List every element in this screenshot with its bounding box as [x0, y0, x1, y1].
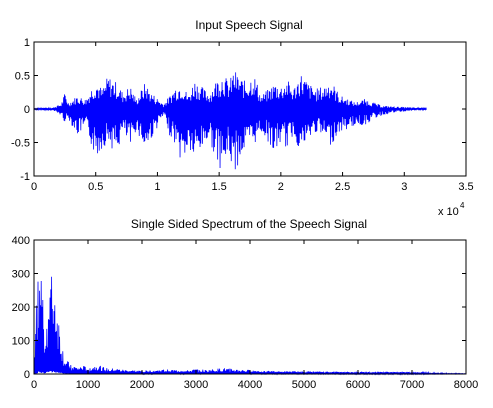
chart-title: Single Sided Spectrum of the Speech Sign…	[131, 217, 367, 231]
y-tick-label: 0	[24, 104, 30, 116]
x-tick-label: 3.5	[458, 181, 473, 193]
x-tick-label: 1.5	[211, 181, 226, 193]
x-tick-label: 3	[401, 181, 407, 193]
x-tick-label: 4000	[238, 379, 262, 391]
x-tick-label: 8000	[454, 379, 478, 391]
x-tick-label: 2	[278, 181, 284, 193]
x-tick-label: 1000	[76, 379, 100, 391]
single-sided-spectrum-plot: Single Sided Spectrum of the Speech Sign…	[12, 217, 479, 391]
series-line	[33, 72, 427, 170]
x-axis-multiplier: x 10 4	[438, 201, 465, 218]
x-tick-label: 7000	[400, 379, 424, 391]
axis-ticks: 0 0.5 1 1.5 2 2.5 3 3.5 -1 -0.5 0 0.5 1	[11, 37, 474, 193]
y-tick-label: 400	[12, 235, 30, 247]
axis-ticks: 0 1000 2000 3000 4000 5000 6000 7000 8000 0 100 200…	[12, 235, 479, 391]
y-tick-label: 0	[24, 369, 30, 381]
x-tick-label: 2.5	[335, 181, 350, 193]
x-tick-label: 3000	[184, 379, 208, 391]
x-tick-label: 0	[31, 181, 37, 193]
y-tick-label: 300	[12, 269, 30, 281]
y-tick-label: -1	[20, 171, 30, 183]
x-tick-label: 0	[31, 379, 37, 391]
y-tick-label: 200	[12, 302, 30, 314]
y-tick-label: -0.5	[11, 138, 30, 150]
y-tick-label: 0.5	[15, 71, 30, 83]
x-tick-label: 2000	[130, 379, 154, 391]
x-tick-label: 0.5	[88, 181, 103, 193]
x-tick-label: 1	[154, 181, 160, 193]
input-speech-signal-plot: Input Speech Signal 0 0.5 1 1.5 2 2.5 3 3.5 -1 -0…	[11, 18, 474, 218]
x-multiplier-exponent: 4	[460, 201, 465, 210]
x-tick-label: 5000	[292, 379, 316, 391]
x-multiplier-base: x 10	[438, 206, 459, 218]
x-tick-label: 6000	[346, 379, 370, 391]
chart-title: Input Speech Signal	[195, 18, 302, 32]
plot-area	[34, 240, 466, 374]
y-tick-label: 100	[12, 336, 30, 348]
waveform-series	[33, 72, 427, 170]
y-tick-label: 1	[24, 37, 30, 49]
